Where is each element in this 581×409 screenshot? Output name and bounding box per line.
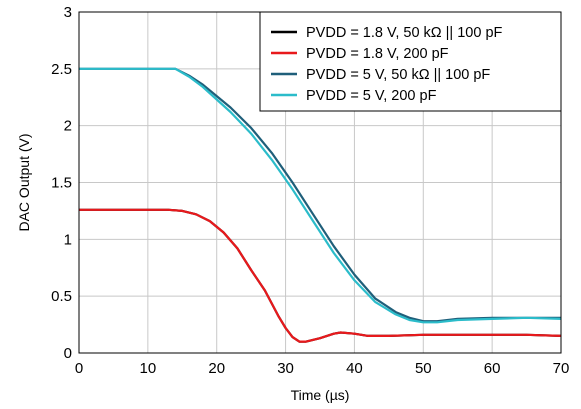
series-line-1 (79, 208, 561, 343)
x-tick-labels: 0 10 20 30 40 50 60 70 (75, 360, 570, 377)
y-tick-label: 2.5 (51, 61, 72, 78)
legend-label: PVDD = 5 V, 50 kΩ || 100 pF (306, 67, 490, 83)
x-tick-label: 30 (277, 360, 294, 377)
y-tick-label: 1 (64, 231, 72, 248)
y-tick-label: 1.5 (51, 175, 72, 192)
y-tick-label: 2 (64, 118, 72, 135)
y-tick-label: 0.5 (51, 288, 72, 305)
x-tick-label: 40 (346, 360, 363, 377)
legend-label: PVDD = 5 V, 200 pF (306, 88, 437, 104)
series-line-4 (79, 67, 561, 324)
x-axis-label: Time (µs) (291, 387, 350, 403)
legend-label: PVDD = 1.8 V, 200 pF (306, 46, 449, 62)
x-tick-label: 60 (484, 360, 501, 377)
y-tick-label: 3 (64, 4, 72, 21)
series-line-2 (79, 208, 561, 343)
x-tick-label: 50 (415, 360, 432, 377)
legend-box (259, 11, 562, 112)
y-axis-label: DAC Output (V) (16, 133, 32, 231)
x-tick-label: 70 (553, 360, 570, 377)
x-tick-label: 20 (208, 360, 225, 377)
legend: PVDD = 1.8 V, 50 kΩ || 100 pF PVDD = 1.8 … (259, 11, 562, 112)
legend-label: PVDD = 1.8 V, 50 kΩ || 100 pF (306, 25, 503, 41)
x-tick-label: 10 (140, 360, 157, 377)
y-tick-labels: 0 0.5 1 1.5 2 2.5 3 (51, 4, 72, 362)
x-tick-label: 0 (75, 360, 83, 377)
y-tick-label: 0 (64, 345, 72, 362)
series-layer (79, 67, 561, 343)
